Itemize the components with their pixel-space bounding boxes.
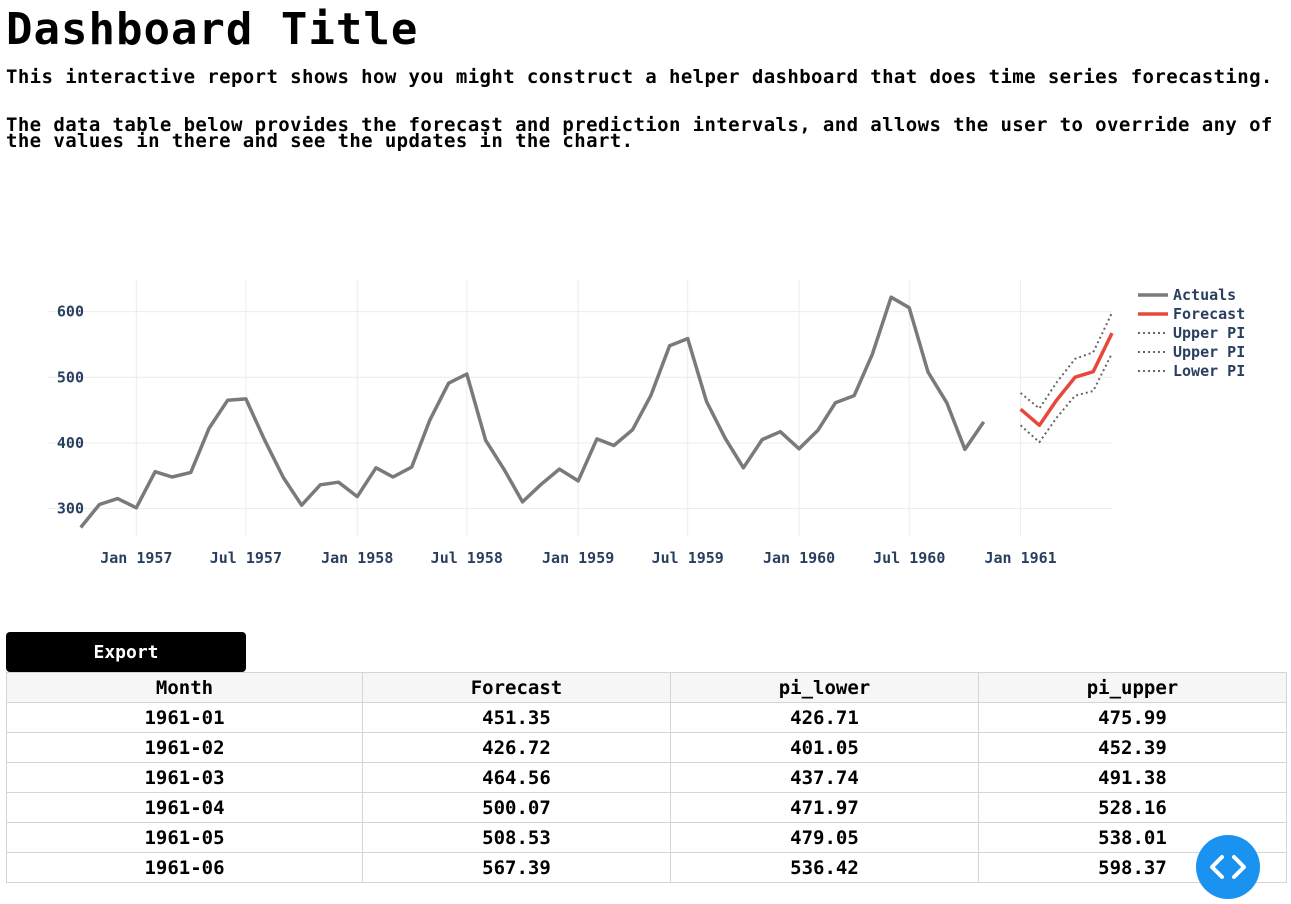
x-tick-label: Jan 1960: [763, 549, 835, 567]
table-row: 1961-01 451.35 426.71 475.99: [6, 702, 1287, 733]
x-tick-label: Jan 1961: [984, 549, 1056, 567]
forecast-table: Month Forecast pi_lower pi_upper 1961-01…: [6, 672, 1287, 883]
table-row: 1961-05 508.53 479.05 538.01: [6, 822, 1287, 853]
forecast-chart[interactable]: 300 400 500 600 Jan 1957 Jul 1957 Jan 1958 Jul …: [0, 270, 1291, 580]
x-tick-label: Jul 1958: [431, 549, 503, 567]
table-description-paragraph: The data table below provides the foreca…: [6, 114, 1273, 152]
table-row: 1961-04 500.07 471.97 528.16: [6, 792, 1287, 823]
table-cell-pi-lower[interactable]: 437.74: [670, 762, 979, 793]
legend-label: Lower PI: [1173, 362, 1245, 380]
forecast-chart-svg[interactable]: 300 400 500 600 Jan 1957 Jul 1957 Jan 1958 Jul …: [0, 270, 1291, 580]
table-row: 1961-03 464.56 437.74 491.38: [6, 762, 1287, 793]
export-button[interactable]: Export: [6, 632, 246, 672]
column-header-month[interactable]: Month: [6, 672, 363, 703]
page-title: Dashboard Title: [6, 4, 419, 55]
table-cell-pi-lower[interactable]: 479.05: [670, 822, 979, 853]
code-toggle-button[interactable]: [1196, 835, 1260, 899]
x-tick-label: Jan 1958: [321, 549, 393, 567]
table-header-row: Month Forecast pi_lower pi_upper: [6, 672, 1287, 703]
table-row: 1961-06 567.39 536.42 598.37: [6, 852, 1287, 883]
column-header-forecast[interactable]: Forecast: [362, 672, 671, 703]
y-tick-label: 500: [57, 368, 84, 386]
x-tick-label: Jan 1959: [542, 549, 614, 567]
table-cell-forecast[interactable]: 451.35: [362, 702, 671, 733]
code-icon: [1210, 855, 1246, 879]
column-header-pi-lower[interactable]: pi_lower: [670, 672, 979, 703]
series-line-actuals: [79, 295, 986, 529]
x-tick-label: Jul 1957: [210, 549, 282, 567]
table-cell-pi-upper[interactable]: 475.99: [978, 702, 1287, 733]
table-cell-pi-lower[interactable]: 471.97: [670, 792, 979, 823]
legend-label: Upper PI: [1173, 343, 1245, 361]
x-tick-label: Jul 1960: [873, 549, 945, 567]
series-line-upper-pi: [1019, 312, 1113, 410]
table-cell-month[interactable]: 1961-04: [6, 792, 363, 823]
table-cell-pi-lower[interactable]: 401.05: [670, 732, 979, 763]
table-cell-pi-lower[interactable]: 536.42: [670, 852, 979, 883]
table-cell-month[interactable]: 1961-01: [6, 702, 363, 733]
table-row: 1961-02 426.72 401.05 452.39: [6, 732, 1287, 763]
table-cell-month[interactable]: 1961-02: [6, 732, 363, 763]
series-line-forecast: [1019, 332, 1114, 428]
table-cell-month[interactable]: 1961-06: [6, 852, 363, 883]
table-cell-forecast[interactable]: 426.72: [362, 732, 671, 763]
column-header-pi-upper[interactable]: pi_upper: [978, 672, 1287, 703]
table-cell-pi-lower[interactable]: 426.71: [670, 702, 979, 733]
table-cell-forecast[interactable]: 508.53: [362, 822, 671, 853]
table-cell-forecast[interactable]: 567.39: [362, 852, 671, 883]
x-tick-label: Jan 1957: [100, 549, 172, 567]
y-tick-label: 600: [57, 303, 84, 321]
legend-label: Forecast: [1173, 305, 1245, 323]
table-cell-month[interactable]: 1961-03: [6, 762, 363, 793]
legend-label: Actuals: [1173, 286, 1236, 304]
table-cell-pi-upper[interactable]: 452.39: [978, 732, 1287, 763]
series-line-lower-pi: [1019, 352, 1113, 444]
table-cell-forecast[interactable]: 464.56: [362, 762, 671, 793]
y-tick-label: 300: [57, 499, 84, 517]
table-cell-forecast[interactable]: 500.07: [362, 792, 671, 823]
intro-paragraph: This interactive report shows how you mi…: [6, 66, 1273, 88]
y-tick-label: 400: [57, 434, 84, 452]
table-cell-pi-upper[interactable]: 528.16: [978, 792, 1287, 823]
x-tick-label: Jul 1959: [652, 549, 724, 567]
table-cell-month[interactable]: 1961-05: [6, 822, 363, 853]
table-cell-pi-upper[interactable]: 491.38: [978, 762, 1287, 793]
legend-label: Upper PI: [1173, 324, 1245, 342]
